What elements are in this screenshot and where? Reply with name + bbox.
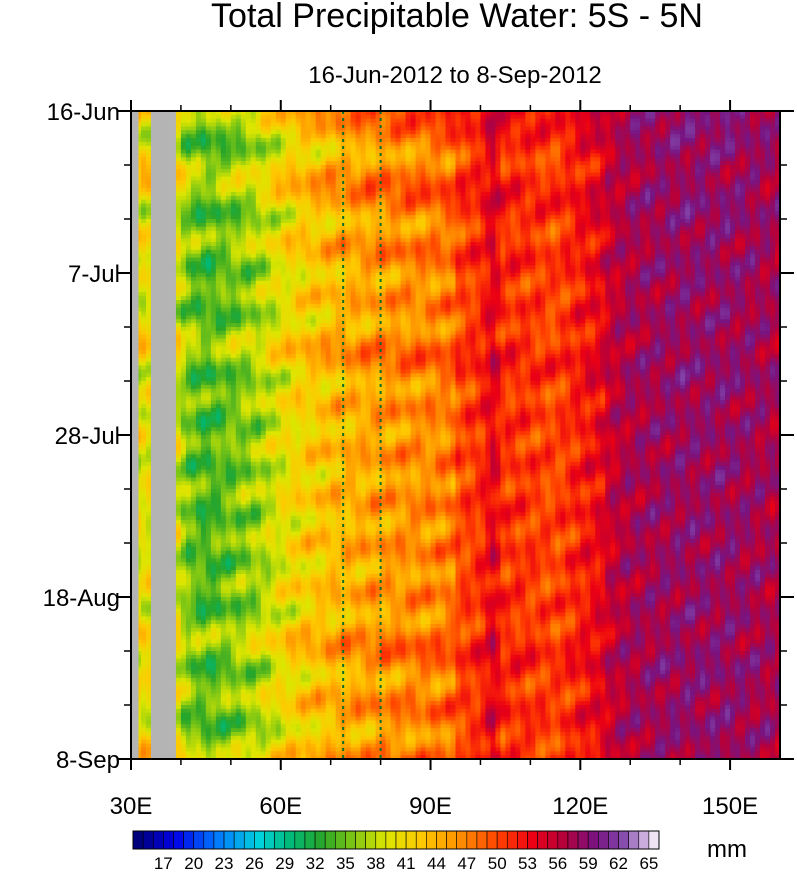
colorbar-swatch	[618, 830, 629, 850]
colorbar-tick-label: 29	[275, 854, 294, 873]
colorbar-swatch	[456, 830, 468, 850]
colorbar-swatch	[426, 830, 437, 850]
colorbar-swatch	[466, 830, 478, 850]
colorbar-frame	[132, 830, 660, 850]
land-mask	[131, 111, 176, 759]
x-tick-label: 30E	[110, 793, 153, 820]
colorbar-swatch	[274, 830, 286, 850]
colorbar-tick-label: 38	[366, 854, 385, 873]
colorbar-swatch	[345, 830, 356, 850]
colorbar-swatch	[547, 830, 559, 850]
colorbar-tick-label: 47	[457, 854, 476, 873]
colorbar-swatch	[436, 830, 447, 850]
colorbar-tick-label: 50	[488, 854, 507, 873]
colorbar-swatch	[264, 830, 275, 850]
land-mask-band	[150, 111, 176, 759]
y-tick-label: 7-Jul	[68, 261, 120, 288]
colorbar-swatch	[163, 830, 174, 850]
colorbar-swatch	[517, 830, 528, 850]
colorbar-tick-label: 17	[154, 854, 173, 873]
colorbar-swatch	[598, 830, 609, 850]
colorbar-swatch	[142, 830, 154, 850]
colorbar-swatch	[324, 830, 336, 850]
colorbar-swatch	[365, 830, 377, 850]
colorbar-tick-label: 59	[579, 854, 598, 873]
colorbar-swatch	[355, 830, 366, 850]
colorbar-tick-label: 35	[336, 854, 355, 873]
chart-title: Total Precipitable Water: 5S - 5N	[211, 0, 703, 35]
heatmap-cells	[131, 111, 780, 759]
y-tick-label: 18-Aug	[43, 585, 120, 612]
colorbar-tick-label: 65	[639, 854, 658, 873]
colorbar-swatch	[203, 830, 215, 850]
colorbar-swatch	[415, 830, 427, 850]
y-tick-label: 16-Jun	[47, 99, 120, 126]
colorbar-swatch	[395, 830, 407, 850]
colorbar-swatch	[587, 830, 599, 850]
colorbar-tick-label: 62	[609, 854, 628, 873]
colorbar-swatch	[628, 830, 640, 850]
colorbar-swatch	[284, 830, 296, 850]
colorbar-tick-label: 23	[215, 854, 234, 873]
colorbar-tick-label: 44	[427, 854, 446, 873]
colorbar-swatch	[527, 830, 538, 850]
colorbar-swatch	[223, 830, 235, 850]
colorbar-swatch	[648, 830, 660, 850]
colorbar-swatch	[567, 830, 579, 850]
colorbar-swatch	[506, 830, 518, 850]
x-tick-label: 60E	[259, 793, 302, 820]
colorbar-swatch	[385, 830, 397, 850]
x-tick-label: 90E	[409, 793, 452, 820]
colorbar-swatch	[152, 830, 164, 850]
colorbar-swatch	[375, 830, 387, 850]
colorbar-tick-label: 56	[548, 854, 567, 873]
colorbar-swatch	[496, 830, 508, 850]
chart-subtitle: 16-Jun-2012 to 8-Sep-2012	[308, 62, 602, 89]
colorbar-swatch	[254, 830, 265, 850]
y-tick-label: 8-Sep	[56, 747, 120, 774]
colorbar-swatch	[243, 830, 255, 850]
colorbar-swatch	[173, 830, 184, 850]
colorbar-tick-label: 41	[397, 854, 416, 873]
colorbar-swatch	[183, 830, 194, 850]
colorbar-swatch	[314, 830, 326, 850]
x-tick-label: 150E	[702, 793, 758, 820]
colorbar-swatch	[335, 830, 346, 850]
colorbar-swatch	[476, 830, 488, 850]
land-mask-band	[131, 111, 139, 759]
y-tick-label: 28-Jul	[55, 423, 120, 450]
colorbar: 17 20 23 26 29 32 35 38 41 44 47 50 53 56 59 62 65	[132, 830, 660, 873]
colorbar-swatch	[405, 830, 417, 850]
colorbar-swatch	[132, 830, 144, 850]
colorbar-tick-label: 32	[306, 854, 325, 873]
colorbar-tick-label: 53	[518, 854, 537, 873]
colorbar-swatch	[233, 830, 245, 850]
y-axis: 16-Jun 7-Jul 28-Jul 18-Aug 8-Sep	[43, 99, 794, 774]
colorbar-swatch	[608, 830, 619, 850]
colorbar-swatch	[486, 830, 498, 850]
colorbar-unit-label: mm	[707, 836, 747, 863]
colorbar-swatch	[446, 830, 457, 850]
colorbar-tick-label: 20	[184, 854, 203, 873]
colorbar-swatch	[537, 830, 549, 850]
colorbar-tick-label: 26	[245, 854, 264, 873]
x-tick-label: 120E	[552, 793, 608, 820]
colorbar-swatch	[213, 830, 225, 850]
colorbar-swatch	[193, 830, 205, 850]
reference-lines	[342, 111, 382, 759]
x-axis: 30E 60E 90E 120E 150E	[110, 100, 758, 820]
colorbar-swatch	[557, 830, 569, 850]
colorbar-swatch	[638, 830, 650, 850]
colorbar-swatch	[304, 830, 316, 850]
colorbar-swatch	[294, 830, 306, 850]
colorbar-swatch	[577, 830, 589, 850]
